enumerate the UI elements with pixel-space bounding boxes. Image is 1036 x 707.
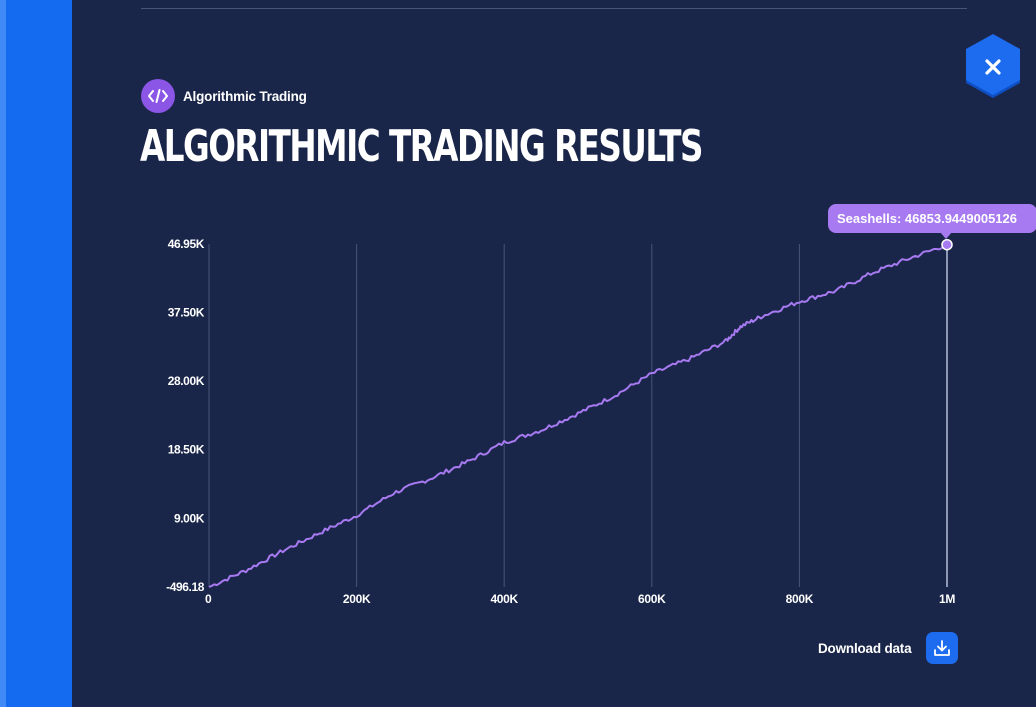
chart-tooltip: Seashells: 46853.9449005126 [828,204,1036,233]
download-icon [934,640,951,656]
x-tick-label: 0 [205,592,212,606]
x-axis-ticks: 0 200K 400K 600K 800K 1M [205,592,956,606]
y-tick-label: 37.50K [168,305,205,319]
download-button[interactable] [926,632,959,664]
tooltip-arrow [940,232,952,239]
series-layer [208,238,953,588]
category-label: Algorithmic Trading [183,88,307,104]
y-tick-label: -496.18 [166,580,205,594]
category-tag: Algorithmic Trading [141,79,307,113]
code-icon [141,79,175,113]
x-tick-label: 600K [638,592,666,606]
download-label: Download data [818,640,912,656]
page-title: ALGORITHMIC TRADING RESULTS [140,121,703,172]
x-tick-label: 400K [490,592,518,606]
x-tick-label: 800K [786,592,814,606]
close-button[interactable] [962,34,1024,100]
x-tick-label: 200K [343,592,371,606]
y-tick-label: 46.95K [168,237,205,251]
y-tick-label: 18.50K [168,443,205,457]
series-line-seashells [208,243,948,588]
y-tick-label: 9.00K [174,511,205,525]
y-tick-label: 28.00K [168,374,205,388]
highlight-point[interactable] [941,238,953,251]
top-divider [141,8,967,9]
y-axis-ticks: -496.18 9.00K 18.50K 28.00K 37.50K 46.95K [166,237,205,594]
x-tick-label: 1M [939,592,955,606]
chart-grid [208,244,800,587]
download-data-link[interactable]: Download data [818,632,959,664]
left-accent-strip [0,0,72,707]
close-icon [966,34,1020,98]
